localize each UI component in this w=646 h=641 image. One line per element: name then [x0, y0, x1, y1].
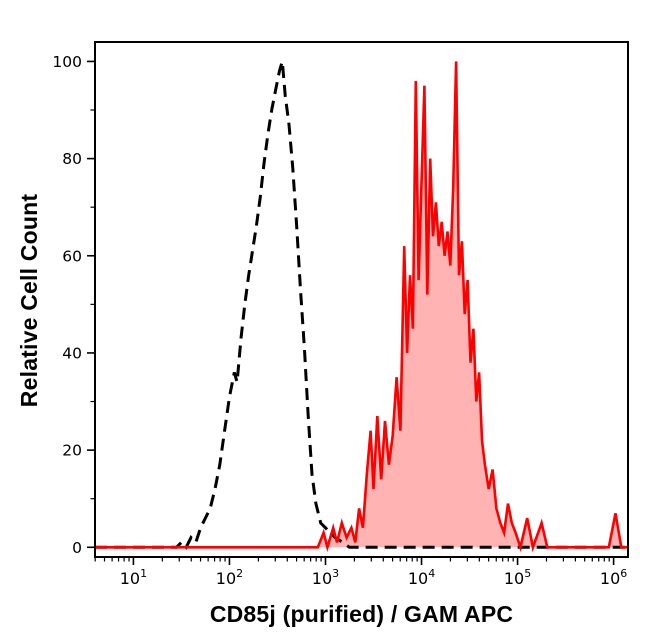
sample-histogram-curve — [95, 61, 628, 553]
x-tick-label: 102 — [216, 567, 243, 588]
y-tick-label: 100 — [52, 53, 82, 71]
x-axis-label: CD85j (purified) / GAM APC — [209, 601, 514, 627]
x-tick-label: 103 — [312, 567, 339, 588]
x-tick-label: 101 — [120, 567, 147, 588]
y-tick-label: 60 — [62, 247, 82, 265]
y-axis-label: Relative Cell Count — [16, 193, 43, 407]
x-tick-label: 104 — [408, 567, 435, 588]
histogram-fill — [95, 61, 628, 548]
plot-frame — [94, 41, 629, 558]
y-tick-label: 80 — [62, 150, 82, 168]
y-tick-label: 20 — [62, 442, 82, 460]
control-histogram-curve — [95, 60, 628, 550]
x-tick-label: 106 — [600, 567, 627, 588]
y-axis-label-wrap: Relative Cell Count — [0, 0, 60, 600]
x-tick-label: 105 — [504, 567, 531, 588]
y-tick-label: 40 — [62, 344, 82, 362]
y-tick-label: 0 — [72, 539, 82, 557]
